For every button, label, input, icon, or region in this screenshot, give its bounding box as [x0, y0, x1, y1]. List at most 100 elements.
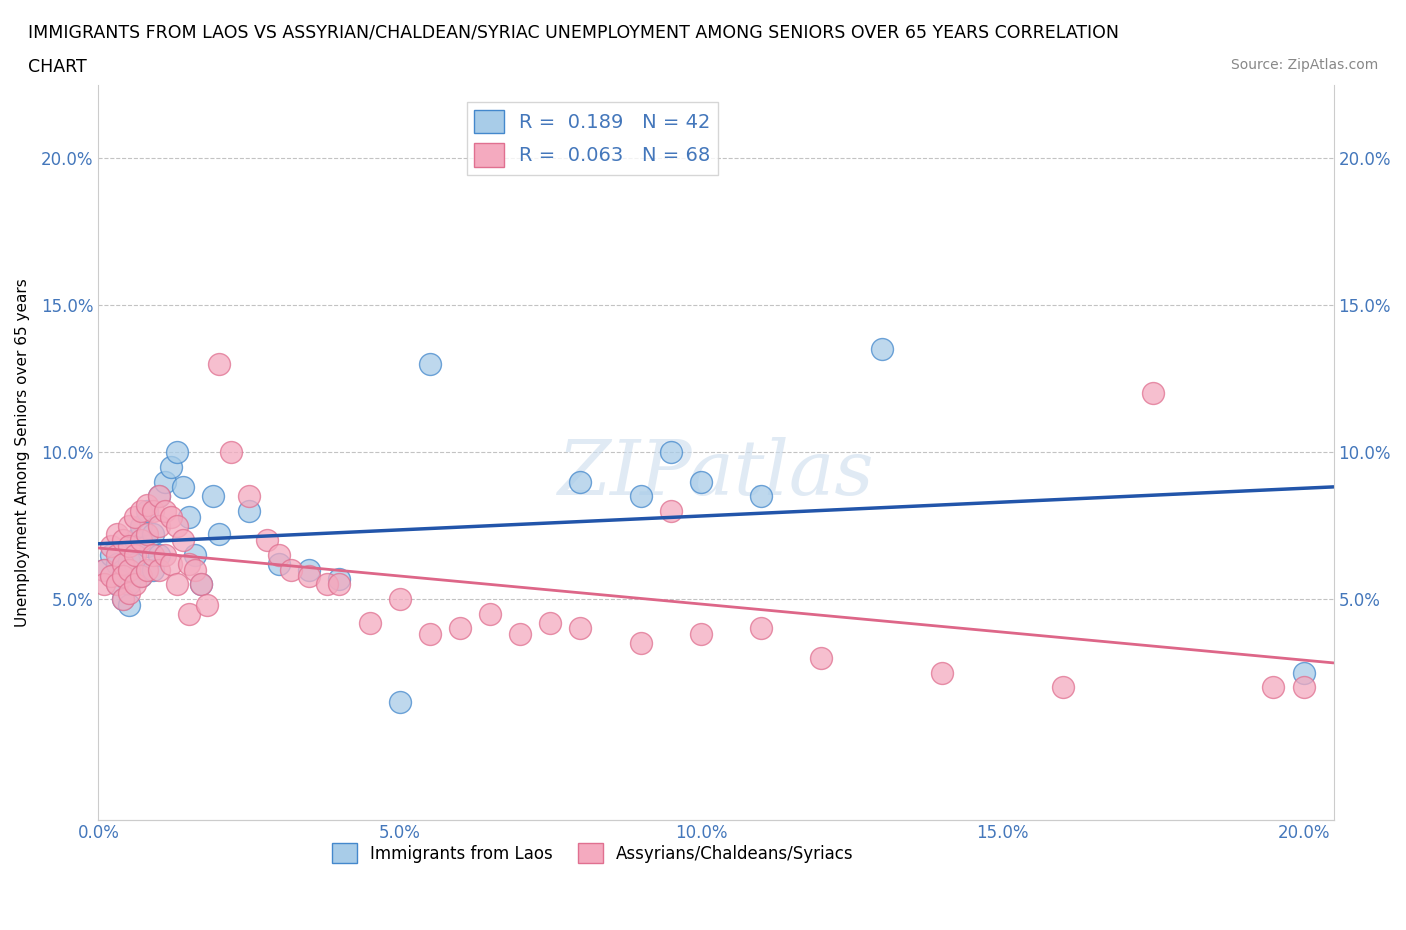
Point [117, 598, 139, 613]
Point [166, 577, 188, 591]
Point [172, 533, 194, 548]
Point [479, 606, 502, 621]
Text: IMMIGRANTS FROM LAOS VS ASSYRIAN/CHALDEAN/SYRIAC UNEMPLOYMENT AMONG SENIORS OVER: IMMIGRANTS FROM LAOS VS ASSYRIAN/CHALDEA… [28, 23, 1119, 41]
Point [172, 480, 194, 495]
Point [538, 615, 561, 630]
Point [316, 577, 339, 591]
Point [630, 636, 652, 651]
Point [256, 533, 278, 548]
Point [328, 571, 350, 586]
Point [148, 563, 170, 578]
Point [124, 533, 146, 548]
Point [129, 568, 152, 583]
Point [105, 556, 128, 571]
Point [509, 627, 531, 642]
Point [135, 498, 157, 512]
Point [1263, 680, 1285, 695]
Point [93, 577, 115, 591]
Point [870, 342, 893, 357]
Point [129, 568, 152, 583]
Point [1292, 680, 1315, 695]
Text: CHART: CHART [28, 58, 87, 75]
Point [117, 553, 139, 568]
Point [219, 445, 242, 459]
Point [388, 591, 411, 606]
Point [280, 563, 302, 578]
Point [129, 518, 152, 533]
Point [117, 586, 139, 601]
Point [159, 510, 181, 525]
Point [124, 577, 146, 591]
Point [135, 538, 157, 553]
Point [111, 591, 134, 606]
Point [124, 548, 146, 563]
Point [142, 527, 165, 542]
Point [419, 356, 441, 371]
Point [111, 556, 134, 571]
Point [690, 627, 713, 642]
Point [749, 489, 772, 504]
Point [100, 548, 122, 563]
Point [298, 563, 321, 578]
Point [142, 563, 165, 578]
Point [388, 695, 411, 710]
Point [148, 548, 170, 563]
Point [153, 548, 176, 563]
Point [135, 503, 157, 518]
Point [177, 510, 200, 525]
Point [190, 577, 212, 591]
Point [148, 518, 170, 533]
Point [1052, 680, 1074, 695]
Point [184, 563, 207, 578]
Point [166, 445, 188, 459]
Point [142, 503, 165, 518]
Y-axis label: Unemployment Among Seniors over 65 years: Unemployment Among Seniors over 65 years [15, 278, 30, 627]
Point [269, 548, 291, 563]
Point [111, 563, 134, 578]
Point [124, 556, 146, 571]
Point [153, 474, 176, 489]
Point [690, 474, 713, 489]
Point [111, 568, 134, 583]
Point [569, 621, 592, 636]
Point [124, 510, 146, 525]
Point [659, 503, 682, 518]
Point [630, 489, 652, 504]
Point [129, 503, 152, 518]
Point [298, 568, 321, 583]
Point [208, 527, 231, 542]
Point [117, 563, 139, 578]
Point [135, 563, 157, 578]
Point [117, 538, 139, 553]
Point [238, 503, 260, 518]
Point [105, 548, 128, 563]
Point [749, 621, 772, 636]
Point [184, 548, 207, 563]
Point [117, 577, 139, 591]
Point [449, 621, 471, 636]
Point [111, 591, 134, 606]
Point [129, 533, 152, 548]
Point [931, 665, 953, 680]
Point [148, 489, 170, 504]
Point [201, 489, 224, 504]
Point [111, 568, 134, 583]
Point [569, 474, 592, 489]
Point [1292, 665, 1315, 680]
Point [810, 650, 832, 665]
Point [111, 533, 134, 548]
Text: Source: ZipAtlas.com: Source: ZipAtlas.com [1230, 58, 1378, 72]
Point [419, 627, 441, 642]
Point [159, 556, 181, 571]
Text: ZIPatlas: ZIPatlas [558, 437, 875, 512]
Point [135, 527, 157, 542]
Point [100, 538, 122, 553]
Point [208, 356, 231, 371]
Point [238, 489, 260, 504]
Point [177, 606, 200, 621]
Point [105, 577, 128, 591]
Point [105, 577, 128, 591]
Point [93, 563, 115, 578]
Point [659, 445, 682, 459]
Point [142, 548, 165, 563]
